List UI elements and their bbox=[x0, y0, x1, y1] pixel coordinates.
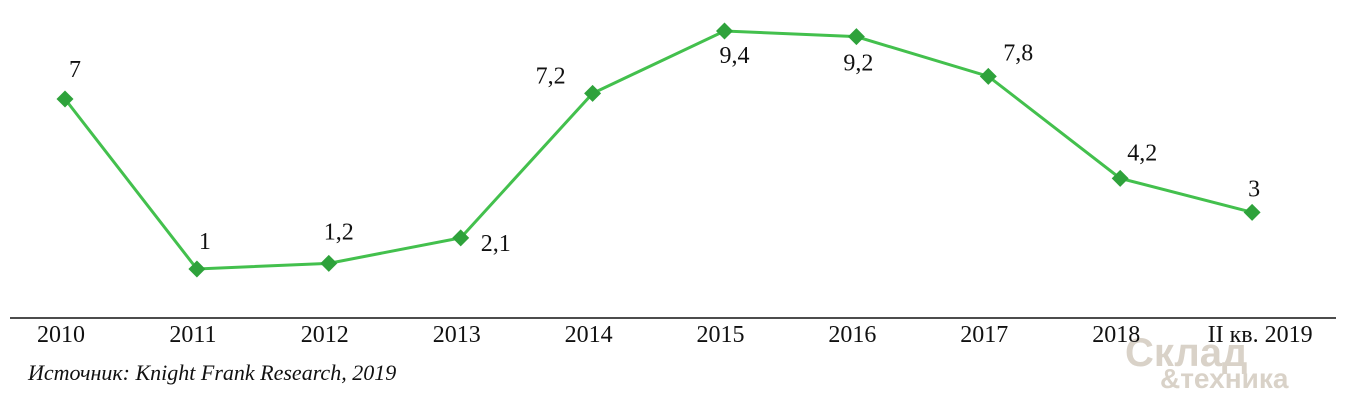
marker bbox=[188, 260, 206, 278]
x-tick-label: 2017 bbox=[960, 322, 1008, 348]
marker bbox=[320, 254, 338, 272]
value-label: 7 bbox=[69, 57, 81, 83]
marker bbox=[1243, 203, 1261, 221]
x-tick-label: II кв. 2019 bbox=[1208, 322, 1313, 348]
marker bbox=[56, 90, 74, 108]
x-tick-label: 2018 bbox=[1092, 322, 1140, 348]
marker bbox=[584, 84, 602, 102]
x-tick-label: 2014 bbox=[565, 322, 613, 348]
value-label: 7,8 bbox=[1003, 40, 1033, 66]
value-label: 2,1 bbox=[481, 231, 511, 257]
value-label: 3 bbox=[1248, 176, 1260, 202]
x-tick-label: 2013 bbox=[433, 322, 481, 348]
x-tick-label: 2011 bbox=[169, 322, 216, 348]
value-label: 7,2 bbox=[536, 63, 566, 89]
marker bbox=[847, 28, 865, 46]
value-label: 1 bbox=[199, 229, 211, 255]
line bbox=[63, 29, 1253, 271]
marker bbox=[979, 67, 997, 85]
x-tick-label: 2016 bbox=[828, 322, 876, 348]
value-label: 9,4 bbox=[720, 43, 750, 69]
watermark: &техника bbox=[1160, 363, 1289, 394]
marker bbox=[716, 22, 733, 40]
source: Источник: Knight Frank Research, 2019 bbox=[27, 360, 396, 385]
marker bbox=[452, 229, 470, 247]
x-tick-label: 2015 bbox=[697, 322, 745, 348]
value-label: 9,2 bbox=[843, 51, 873, 77]
x-tick-label: 2012 bbox=[301, 322, 349, 348]
value-label: 4,2 bbox=[1127, 140, 1157, 166]
watermark: Склад bbox=[1125, 331, 1247, 375]
value-label: 1,2 bbox=[324, 219, 354, 245]
x-tick-label: 2010 bbox=[37, 322, 85, 348]
